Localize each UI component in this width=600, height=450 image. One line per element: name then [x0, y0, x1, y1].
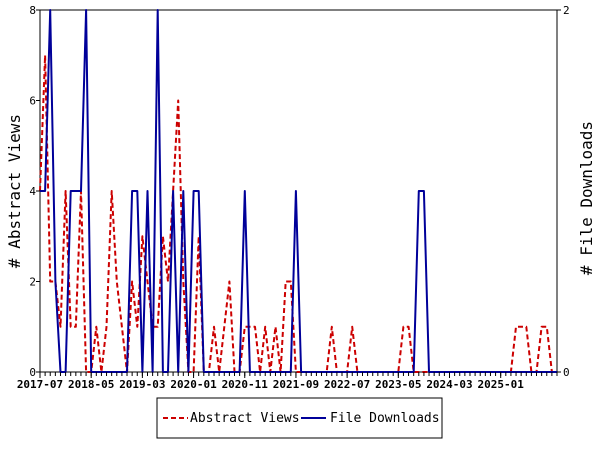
x-tick-label: 2024-03: [426, 378, 472, 391]
series-layer: [39, 9, 557, 373]
legend-label-abstract-views: Abstract Views: [190, 411, 300, 426]
legend-box: [156, 397, 443, 439]
x-tick-label: 2023-05: [375, 378, 421, 391]
x-tick-label: 2018-05: [68, 378, 114, 391]
x-tick-label: 2020-01: [170, 378, 217, 391]
y-axis-left-label: # Abstract Views: [5, 114, 24, 268]
y-left-tick-label: 0: [29, 366, 36, 379]
axes-layer: 0 2 4 6 8 0 2 2017-07 2018-05 2019-03 2020-01 2020-…: [17, 4, 570, 391]
x-tick-label: 2025-01: [478, 378, 525, 391]
series-line-file-downloads: [40, 9, 557, 373]
legend: Abstract Views File Downloads: [156, 397, 443, 439]
y-left-tick-label: 8: [29, 4, 36, 17]
x-tick-label: 2019-03: [119, 378, 165, 391]
y-left-tick-label: 2: [29, 276, 36, 289]
x-tick-label: 2022-07: [324, 378, 370, 391]
y-right-tick-label: 0: [563, 366, 570, 379]
x-tick-label: 2021-09: [273, 378, 319, 391]
x-tick-label: 2020-11: [222, 378, 269, 391]
x-tick-label: 2017-07: [17, 378, 63, 391]
y-left-tick-label: 4: [29, 185, 36, 198]
legend-label-file-downloads: File Downloads: [330, 411, 440, 426]
y-right-tick-label: 2: [563, 4, 570, 17]
y-left-tick-label: 6: [29, 95, 36, 108]
y-axis-right-label: # File Downloads: [577, 121, 596, 275]
